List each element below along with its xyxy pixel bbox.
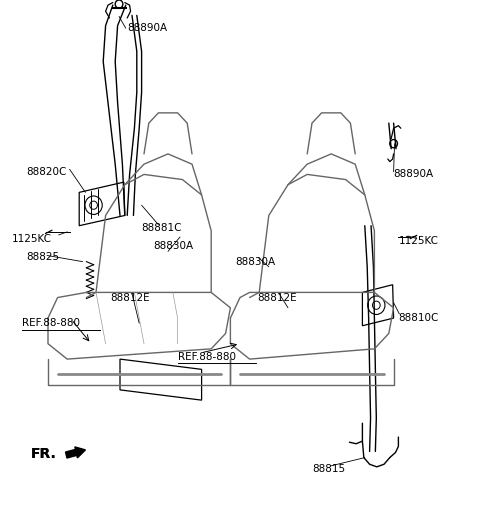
- Text: 88820C: 88820C: [26, 167, 67, 177]
- Text: 88815: 88815: [312, 464, 345, 475]
- Text: 88830A: 88830A: [235, 256, 276, 267]
- Text: 88825: 88825: [26, 251, 60, 262]
- Text: FR.: FR.: [31, 447, 57, 461]
- Text: 88812E: 88812E: [110, 292, 150, 303]
- Text: FR.: FR.: [31, 447, 57, 461]
- Text: 88812E: 88812E: [257, 292, 297, 303]
- Text: REF.88-880: REF.88-880: [22, 318, 80, 328]
- FancyArrow shape: [66, 447, 85, 458]
- Text: 88890A: 88890A: [394, 169, 434, 180]
- Text: REF.88-880: REF.88-880: [178, 351, 236, 362]
- Text: 88890A: 88890A: [127, 23, 168, 33]
- Text: 1125KC: 1125KC: [12, 233, 52, 244]
- Text: 88881C: 88881C: [142, 223, 182, 233]
- Text: 1125KC: 1125KC: [398, 236, 438, 246]
- Text: 88810C: 88810C: [398, 313, 439, 323]
- Text: 88830A: 88830A: [154, 241, 194, 251]
